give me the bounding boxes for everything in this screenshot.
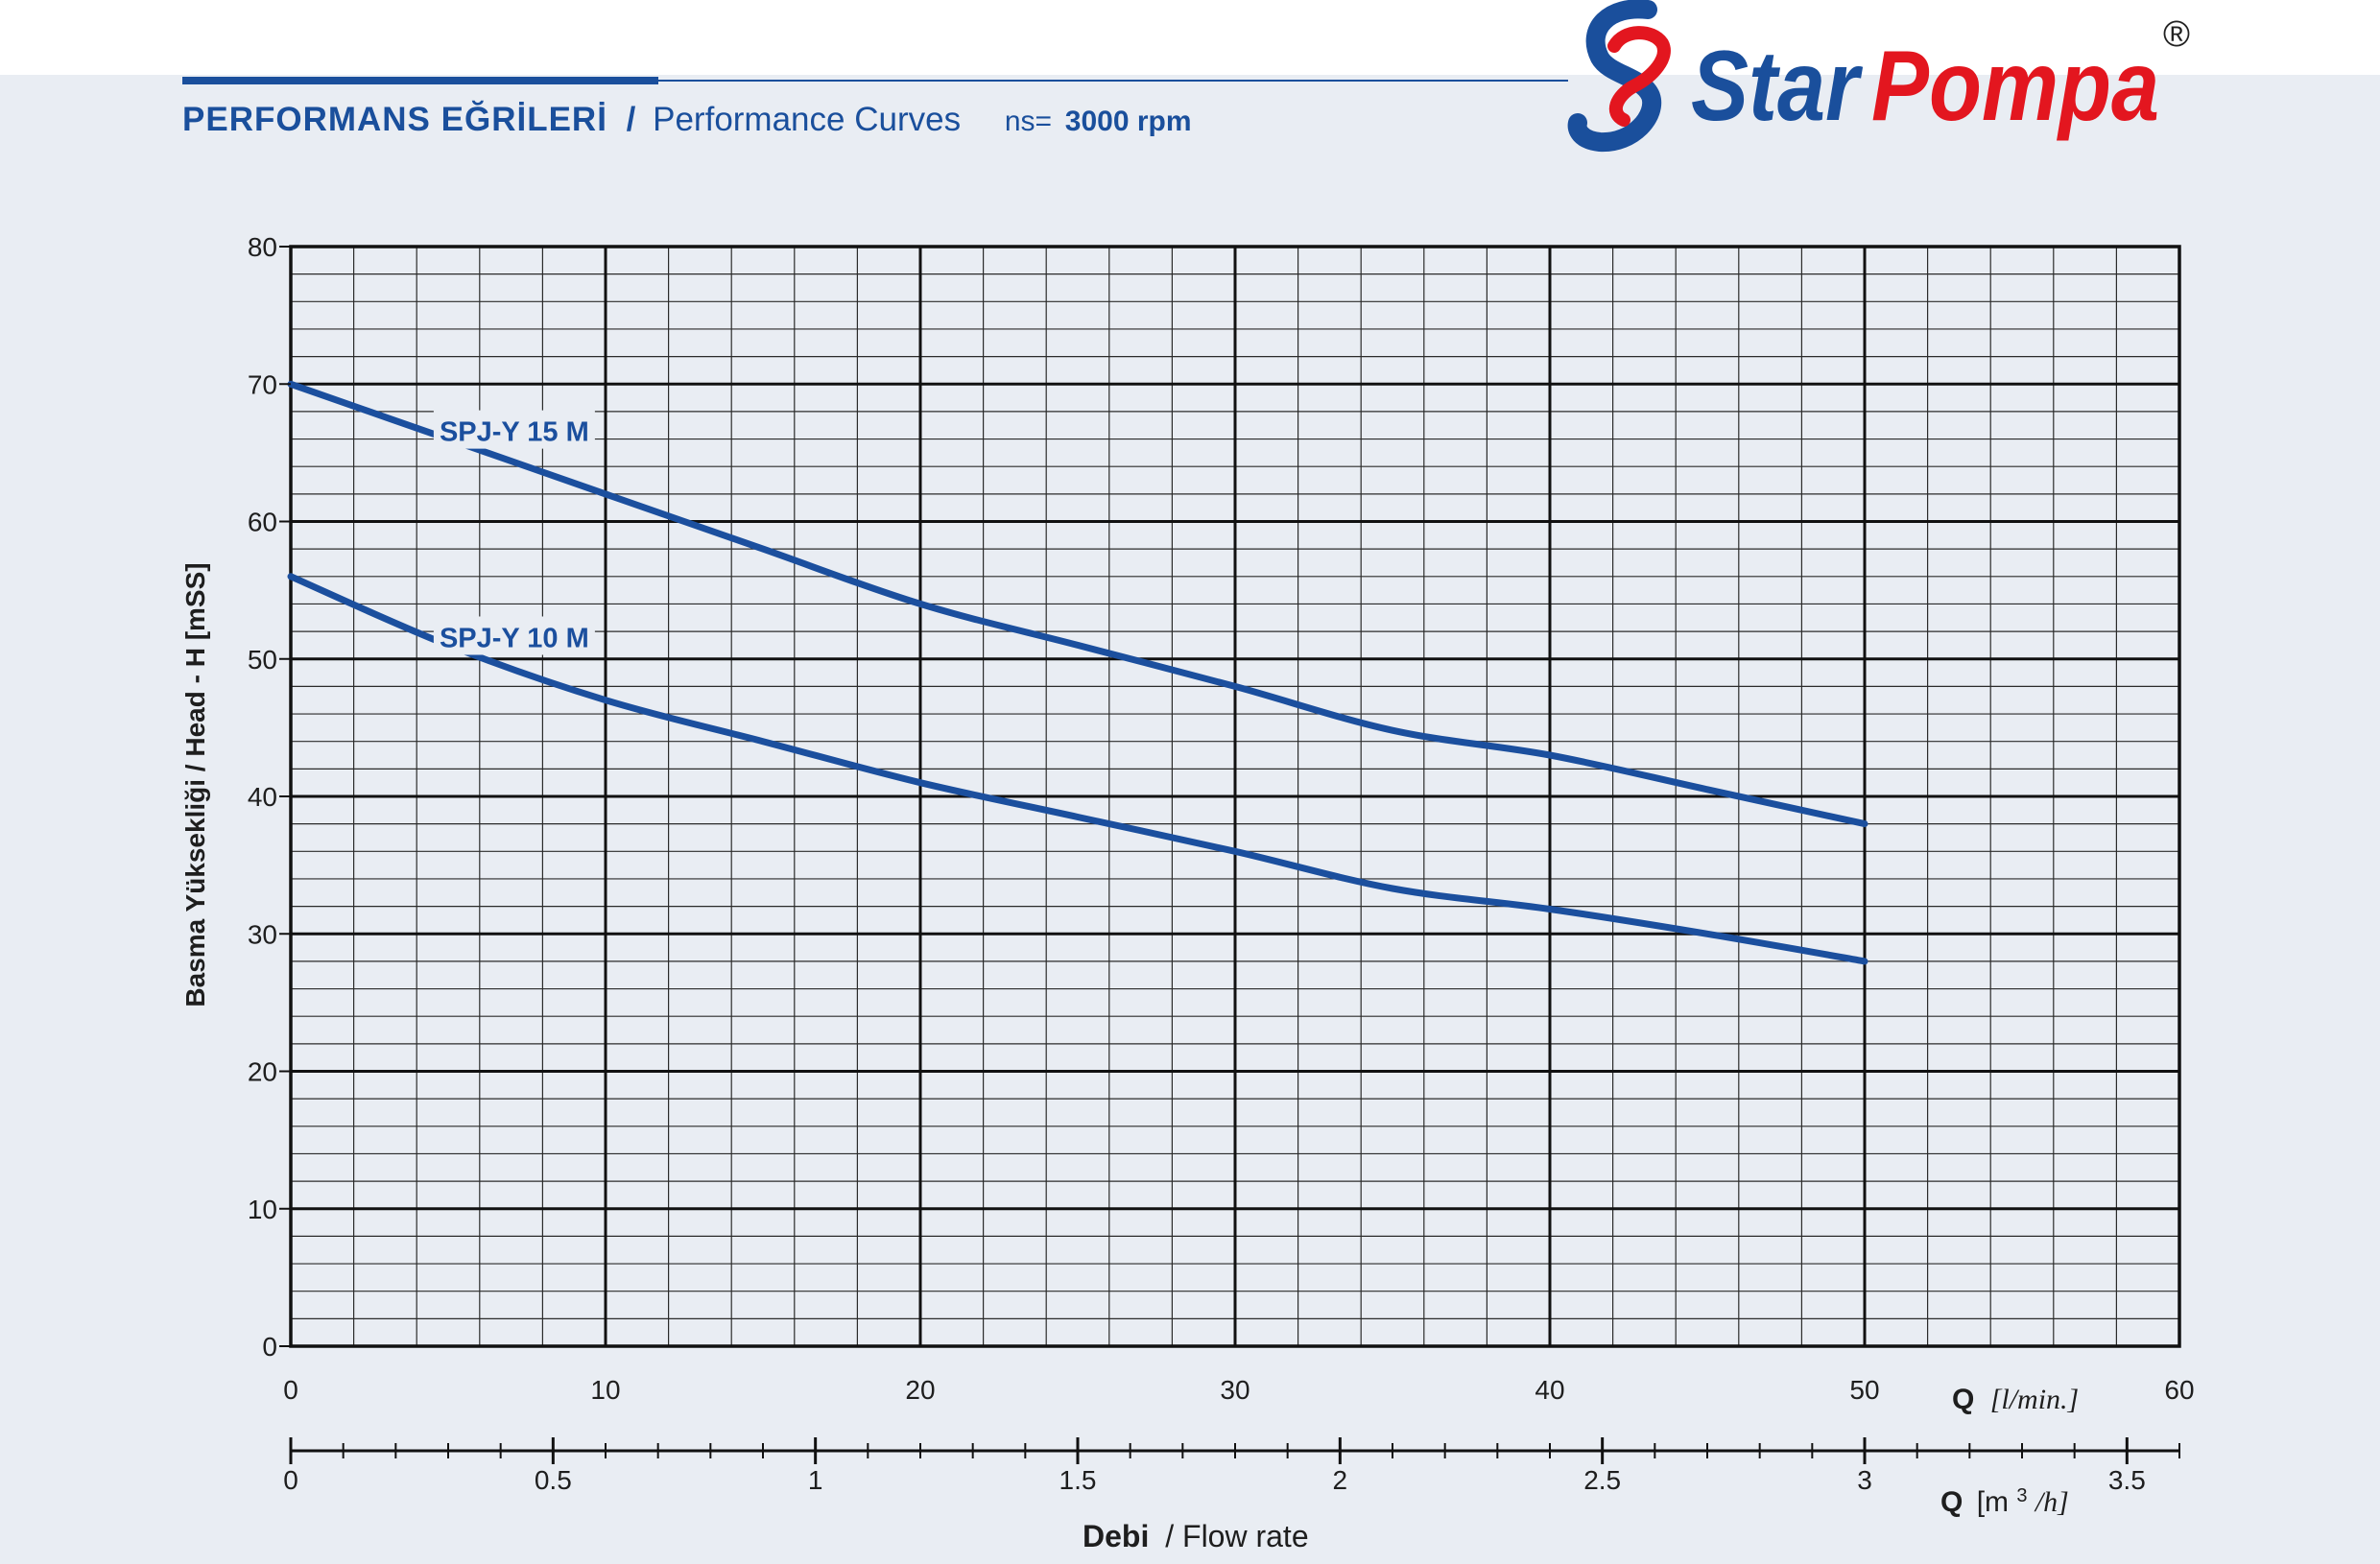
secondary-tick-label: 3.5 (2108, 1465, 2146, 1495)
y-tick-label: 30 (248, 919, 277, 949)
title-rule-thin (658, 80, 1568, 82)
series-labels: SPJ-Y 15 M SPJ-Y 10 M (433, 410, 595, 655)
registered-mark: ® (2163, 14, 2190, 55)
title-rule-thick (182, 77, 658, 84)
x-label-secondary-q: Q (1940, 1486, 1963, 1518)
x-tick-label: 20 (905, 1375, 935, 1405)
series-line-2 (287, 573, 1868, 965)
title-separator: / (626, 101, 636, 138)
x-tick-label: 0 (283, 1375, 298, 1405)
x-axis-label-secondary: Q [m 3 /h] (1940, 1477, 2069, 1518)
x-axis-label-primary: Q [l/min.] (1952, 1384, 2079, 1415)
title-turkish: PERFORMANS EĞRİLERİ (182, 101, 607, 138)
x-tick-label: 10 (590, 1375, 620, 1405)
x-label-secondary-open: [m (1977, 1486, 2009, 1518)
title-english: Performance Curves (653, 101, 962, 138)
header-band (0, 0, 2380, 75)
y-tick-label: 50 (248, 645, 277, 675)
secondary-tick-label: 1 (808, 1465, 823, 1495)
y-axis-label: Basma Yüksekliği / Head - H [mSS] (180, 562, 210, 1007)
bottom-label-bold: Debi (1083, 1519, 1149, 1553)
x-tick-label: 60 (2164, 1375, 2194, 1405)
y-tick-label: 0 (262, 1332, 277, 1362)
y-tick-label: 10 (248, 1195, 277, 1224)
y-tick-label: 40 (248, 782, 277, 812)
secondary-tick-label: 2 (1333, 1465, 1348, 1495)
series-label-bg (433, 410, 595, 449)
series-label-2: SPJ-Y 10 M (440, 623, 589, 653)
logo-text-star: Star (1691, 31, 1864, 142)
y-tick-label: 80 (248, 232, 277, 262)
y-tick-label: 70 (248, 369, 277, 399)
x-tick-label: 30 (1220, 1375, 1250, 1405)
secondary-tick-label: 2.5 (1583, 1465, 1621, 1495)
series-label-bg (433, 616, 595, 655)
logo-text-pompa: Pompa (1871, 31, 2159, 142)
speed-label: ns= (1004, 106, 1053, 137)
star-pompa-logo: Star Pompa ® (1567, 0, 2190, 153)
secondary-x-axis: 0 0.5 1 1.5 2 2.5 3 3.5 (283, 1437, 2180, 1495)
series-line-1 (287, 380, 1868, 828)
y-axis-ticks: 0 10 20 30 40 50 60 70 80 (248, 232, 291, 1362)
x-tick-label: 50 (1849, 1375, 1879, 1405)
secondary-tick-label: 1.5 (1059, 1465, 1097, 1495)
logo-mark-icon (1567, 0, 1671, 153)
x-label-secondary-close: /h] (2034, 1486, 2069, 1518)
x-tick-label: 40 (1535, 1375, 1564, 1405)
secondary-tick-label: 0.5 (535, 1465, 572, 1495)
x-label-secondary-sup: 3 (2016, 1485, 2027, 1506)
x-label-primary-q: Q (1952, 1384, 1974, 1415)
series-label-1: SPJ-Y 15 M (440, 417, 589, 448)
page-title: PERFORMANS EĞRİLERİ / Performance Curves… (182, 96, 1192, 146)
secondary-tick-label: 0 (283, 1465, 298, 1495)
speed-value: 3000 rpm (1064, 106, 1192, 137)
x-label-primary-unit: [l/min.] (1990, 1384, 2080, 1415)
y-tick-label: 20 (248, 1057, 277, 1087)
y-tick-label: 60 (248, 508, 277, 537)
series-lines (287, 380, 1868, 965)
x-axis-label-bottom: Debi / Flow rate (1083, 1519, 1309, 1553)
bottom-label-rest: / Flow rate (1165, 1519, 1308, 1553)
secondary-tick-label: 3 (1857, 1465, 1872, 1495)
x-axis-ticks: 0 10 20 30 40 50 60 (283, 1375, 2194, 1405)
